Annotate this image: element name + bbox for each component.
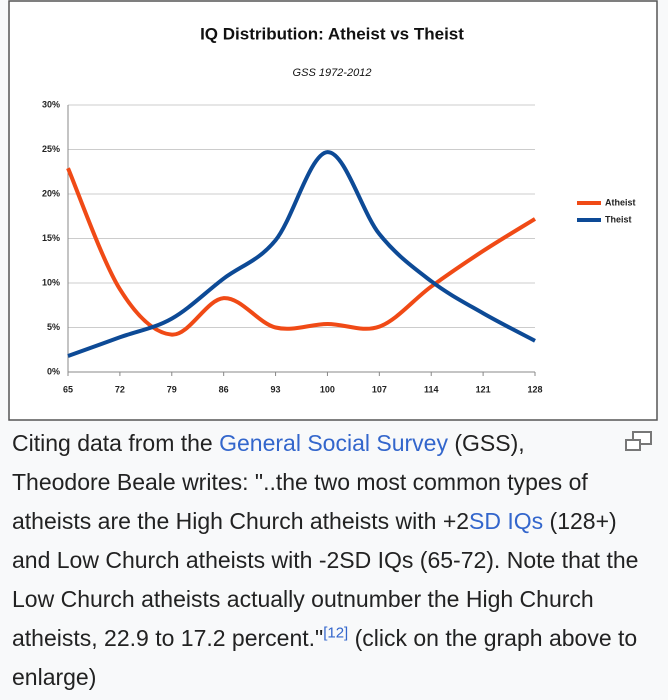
y-tick-label: 0% xyxy=(47,366,60,376)
chart-title: IQ Distribution: Atheist vs Theist xyxy=(200,24,464,43)
chart-subtitle: GSS 1972-2012 xyxy=(293,67,372,79)
x-tick-label: 100 xyxy=(320,384,335,394)
x-tick-label: 79 xyxy=(167,384,177,394)
x-tick-label: 72 xyxy=(115,384,125,394)
caption-text: Citing data from the xyxy=(12,430,220,456)
caption-text: (click on the graph above to enlarge) xyxy=(12,625,638,690)
x-tick-label: 121 xyxy=(476,384,491,394)
line-series xyxy=(66,167,537,337)
y-tick-label: 5% xyxy=(47,322,60,332)
y-tick-label: 25% xyxy=(42,144,60,154)
x-tick-label: 128 xyxy=(527,384,542,394)
caption-text: (GSS), Theodore Beale writes: "..the two… xyxy=(12,430,588,534)
y-tick-label: 20% xyxy=(42,188,60,198)
chart[interactable]: IQ Distribution: Atheist vs Theist GSS 1… xyxy=(0,0,668,424)
enlarge-icon[interactable] xyxy=(624,430,654,454)
link[interactable]: General Social Survey xyxy=(219,430,448,456)
x-tick-label: 65 xyxy=(63,384,73,394)
x-tick-label: 107 xyxy=(372,384,387,394)
legend-label: Atheist xyxy=(605,197,636,207)
caption-text: (128+) and Low Church atheists with -2SD… xyxy=(12,508,639,651)
legend-label: Theist xyxy=(605,214,632,224)
x-tick-label: 93 xyxy=(271,384,281,394)
reference-link[interactable]: [12] xyxy=(323,624,349,642)
x-tick-label: 114 xyxy=(424,384,439,394)
line-series xyxy=(67,150,536,358)
y-tick-label: 10% xyxy=(42,277,60,287)
y-tick-label: 15% xyxy=(42,233,60,243)
caption: Citing data from the General Social Surv… xyxy=(12,424,658,697)
y-tick-label: 30% xyxy=(42,99,60,109)
chart-frame xyxy=(8,0,658,421)
x-tick-label: 86 xyxy=(219,384,229,394)
link[interactable]: SD IQs xyxy=(469,508,544,534)
